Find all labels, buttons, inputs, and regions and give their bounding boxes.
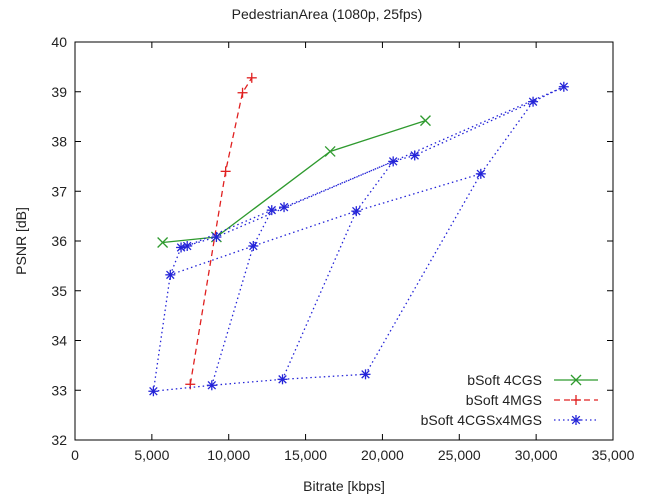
series-layer xyxy=(148,72,569,397)
legend-marker xyxy=(571,415,581,425)
legend-label: bSoft 4CGSx4MGS xyxy=(421,412,542,428)
data-point xyxy=(248,240,259,251)
data-point xyxy=(324,145,336,157)
data-point xyxy=(351,206,362,217)
data-point xyxy=(277,374,288,385)
data-point xyxy=(220,166,231,177)
data-point xyxy=(237,87,248,98)
x-tick-label: 5,000 xyxy=(134,447,169,463)
x-tick-label: 30,000 xyxy=(515,447,558,463)
x-tick-label: 0 xyxy=(71,447,79,463)
data-point xyxy=(246,72,257,83)
series-line xyxy=(169,101,534,276)
legend-marker xyxy=(571,395,581,405)
y-axis: 32 33 34 35 36 37 38 39 40 xyxy=(51,34,613,448)
x-tick-label: 15,000 xyxy=(284,447,327,463)
series-line xyxy=(364,173,482,375)
data-point xyxy=(206,380,217,391)
series-line xyxy=(189,77,253,385)
series-line xyxy=(162,119,426,244)
y-axis-label: PSNR [dB] xyxy=(13,207,29,275)
chart-title: PedestrianArea (1080p, 25fps) xyxy=(232,6,423,22)
y-tick-label: 33 xyxy=(51,382,67,398)
data-point xyxy=(475,168,486,179)
series-1 xyxy=(157,115,431,248)
data-point xyxy=(165,269,176,280)
x-tick-label: 20,000 xyxy=(361,447,404,463)
data-point xyxy=(148,386,159,397)
series-line xyxy=(153,373,366,392)
legend-label: bSoft 4MGS xyxy=(466,392,542,408)
y-tick-label: 39 xyxy=(51,84,67,100)
x-axis: 0 5,000 10,000 15,000 20,000 25,000 30,000 35,0… xyxy=(71,42,635,463)
data-point xyxy=(182,240,193,251)
data-point xyxy=(409,150,420,161)
series-3 xyxy=(148,81,569,397)
x-tick-label: 25,000 xyxy=(438,447,481,463)
data-point xyxy=(420,115,431,127)
legend-marker xyxy=(570,374,582,386)
data-point xyxy=(266,205,277,216)
data-point xyxy=(528,96,539,107)
x-tick-label: 10,000 xyxy=(207,447,250,463)
y-tick-label: 35 xyxy=(51,283,67,299)
data-point xyxy=(388,156,399,167)
x-axis-label: Bitrate [kbps] xyxy=(303,478,385,494)
series-line xyxy=(180,86,565,249)
data-point xyxy=(279,202,290,213)
data-point xyxy=(558,81,569,92)
data-point xyxy=(176,242,187,253)
legend-item: bSoft 4CGSx4MGS xyxy=(421,412,598,428)
data-point xyxy=(157,237,169,248)
y-tick-label: 40 xyxy=(51,34,67,50)
legend-label: bSoft 4CGS xyxy=(467,372,542,388)
y-tick-label: 37 xyxy=(51,183,67,199)
data-point xyxy=(211,232,222,243)
series-line xyxy=(281,161,394,380)
y-tick-label: 36 xyxy=(51,233,67,249)
data-point xyxy=(360,369,371,380)
legend: bSoft 4CGS bSoft 4MGS bSoft 4CGSx4MGS xyxy=(421,372,598,428)
legend-item: bSoft 4MGS xyxy=(466,392,598,408)
y-tick-label: 34 xyxy=(51,333,67,349)
y-tick-label: 38 xyxy=(51,134,67,150)
legend-item: bSoft 4CGS xyxy=(467,372,598,388)
y-tick-label: 32 xyxy=(51,432,67,448)
x-tick-label: 35,000 xyxy=(592,447,635,463)
